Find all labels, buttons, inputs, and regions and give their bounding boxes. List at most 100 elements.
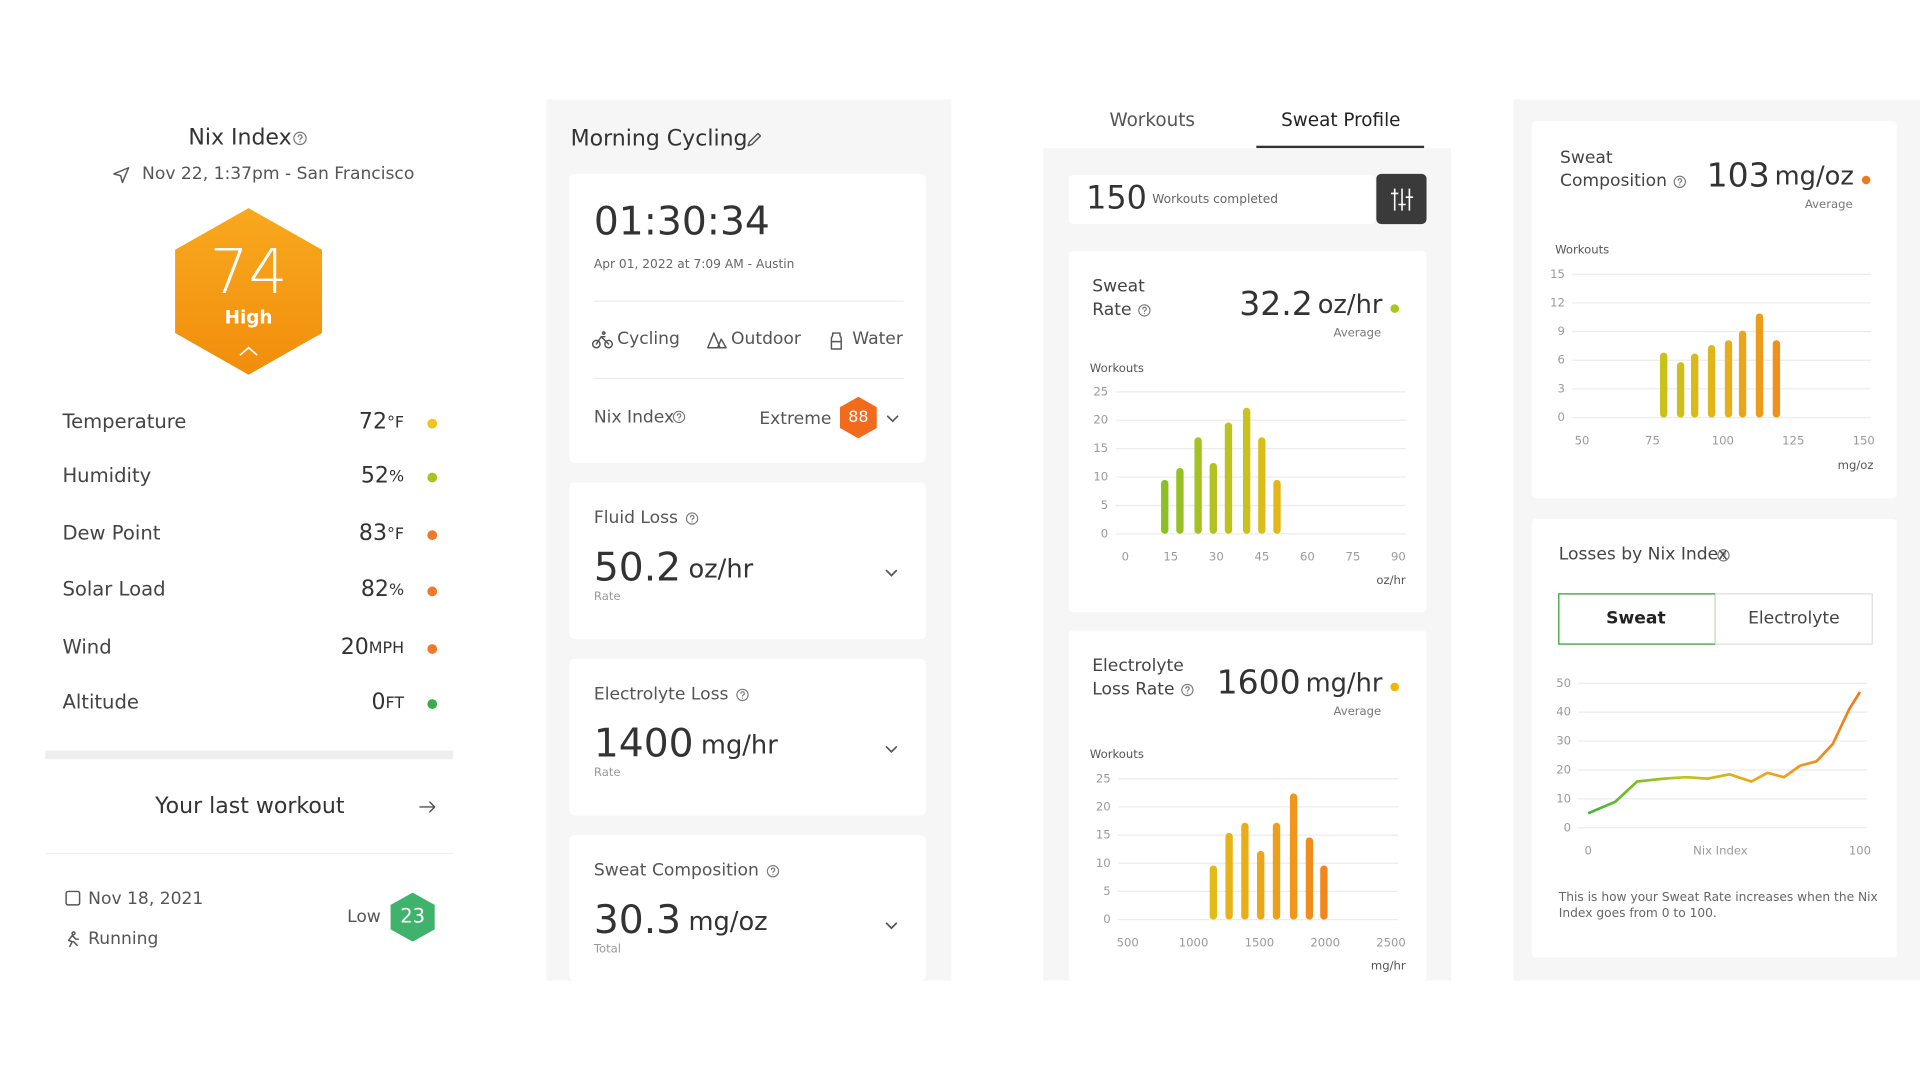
y-tick-label: 3 bbox=[1557, 381, 1564, 395]
workout-meta: Apr 01, 2022 at 7:09 AM - Austin bbox=[594, 257, 795, 271]
x-axis-label: Nix Index bbox=[1693, 844, 1748, 858]
nix-label: Nix Index bbox=[594, 408, 674, 428]
card-label: Loss Rate bbox=[1092, 679, 1174, 699]
y-tick-label: 9 bbox=[1557, 324, 1564, 338]
y-tick-label: 0 bbox=[1103, 912, 1110, 926]
bar bbox=[1209, 865, 1217, 920]
y-tick-label: 15 bbox=[1093, 441, 1108, 455]
status-dot bbox=[1390, 304, 1399, 313]
edit-icon[interactable] bbox=[747, 132, 762, 147]
y-tick-label: 0 bbox=[1564, 820, 1571, 834]
bar bbox=[1224, 422, 1233, 534]
tab-active[interactable]: Sweat Profile bbox=[1281, 110, 1400, 131]
metric-label: Electrolyte Loss bbox=[594, 684, 729, 704]
x-tick-label: 90 bbox=[1391, 550, 1406, 564]
bar bbox=[1755, 313, 1764, 418]
water-icon bbox=[830, 332, 842, 350]
help-icon[interactable] bbox=[293, 131, 307, 146]
last-workout-title[interactable]: Your last workout bbox=[154, 794, 345, 819]
tag: Outdoor bbox=[731, 329, 802, 349]
card-label: Sweat bbox=[1092, 277, 1145, 297]
condition-label: Solar Load bbox=[62, 578, 165, 601]
condition-value: 72°F bbox=[359, 409, 404, 434]
workout-count-label: Workouts completed bbox=[1152, 192, 1278, 206]
x-tick-label: 45 bbox=[1254, 550, 1269, 564]
condition-value: 52% bbox=[361, 463, 404, 488]
y-tick-label: 20 bbox=[1093, 413, 1108, 427]
line bbox=[1587, 691, 1862, 815]
panel-title: Morning Cycling bbox=[571, 127, 748, 152]
nix-index: 74 bbox=[210, 237, 288, 308]
condition-label: Wind bbox=[62, 635, 111, 658]
workout-panel: Morning Cycling 01:30:34 Apr 01, 2022 at… bbox=[546, 99, 952, 981]
bar bbox=[1257, 850, 1265, 920]
metric-label: Sweat Composition bbox=[594, 861, 759, 881]
nix-value: 88 bbox=[848, 407, 868, 426]
arrow-icon[interactable] bbox=[419, 801, 436, 813]
running-icon bbox=[67, 931, 80, 948]
bar bbox=[1691, 353, 1699, 418]
y-tick-label: 5 bbox=[1103, 884, 1110, 898]
toggle-option[interactable]: Electrolyte bbox=[1748, 608, 1840, 628]
unit: oz/hr bbox=[1318, 289, 1383, 319]
value: 82 bbox=[361, 577, 389, 602]
unit: °F bbox=[387, 523, 404, 542]
x-tick-label: 15 bbox=[1163, 550, 1178, 564]
x-tick-label: 60 bbox=[1300, 550, 1315, 564]
unit: FT bbox=[385, 692, 404, 711]
x-tick-label: 2000 bbox=[1310, 935, 1340, 949]
last-workout-level: Low bbox=[347, 907, 381, 927]
x-tick-label: 0 bbox=[1584, 844, 1591, 858]
y-axis-label: Workouts bbox=[1555, 242, 1609, 256]
y-tick-label: 30 bbox=[1556, 734, 1571, 748]
tab[interactable]: Workouts bbox=[1110, 110, 1195, 131]
y-tick-label: 0 bbox=[1101, 526, 1108, 540]
metric-value: 30.3 mg/oz bbox=[594, 898, 768, 943]
status-dot bbox=[427, 418, 438, 429]
toggle-active[interactable] bbox=[1558, 593, 1717, 645]
filter-icon[interactable] bbox=[1391, 188, 1414, 211]
value: 32.2 bbox=[1239, 283, 1313, 322]
x-axis-label: mg/hr bbox=[1371, 959, 1406, 973]
bar bbox=[1289, 793, 1298, 920]
card-sub: Average bbox=[1333, 326, 1381, 340]
toggle-option[interactable]: Sweat bbox=[1606, 608, 1666, 628]
condition-value: 20MPH bbox=[341, 635, 404, 660]
status-dot bbox=[427, 644, 438, 654]
divider bbox=[45, 750, 454, 760]
bar bbox=[1707, 344, 1716, 418]
bar bbox=[1305, 837, 1314, 920]
value: 1600 bbox=[1217, 662, 1301, 701]
y-tick-label: 15 bbox=[1550, 267, 1565, 281]
y-tick-label: 40 bbox=[1556, 705, 1571, 719]
status-dot bbox=[1390, 682, 1399, 692]
nix-level: Extreme bbox=[759, 409, 831, 429]
y-tick-label: 10 bbox=[1556, 791, 1571, 805]
status-dot bbox=[1861, 175, 1871, 185]
bar bbox=[1209, 462, 1217, 534]
metric-sub: Rate bbox=[594, 589, 621, 603]
expand-icon[interactable] bbox=[239, 346, 258, 356]
bar bbox=[1272, 822, 1281, 920]
condition-label: Temperature bbox=[61, 410, 186, 433]
y-tick-label: 10 bbox=[1093, 470, 1108, 484]
metric-value: 50.2 oz/hr bbox=[594, 545, 754, 590]
bar bbox=[1676, 362, 1685, 418]
x-tick-label: 1500 bbox=[1245, 935, 1275, 949]
x-tick-label: 1000 bbox=[1179, 935, 1209, 949]
x-tick-label: 150 bbox=[1853, 433, 1875, 447]
unit: mg/hr bbox=[1306, 668, 1383, 698]
x-tick-label: 75 bbox=[1645, 433, 1660, 447]
value: 83 bbox=[359, 521, 387, 546]
bar bbox=[1320, 865, 1328, 920]
y-tick-label: 20 bbox=[1096, 799, 1111, 813]
nix-hexagon bbox=[175, 208, 323, 375]
y-axis-label: Workouts bbox=[1090, 361, 1144, 375]
metric-label: Fluid Loss bbox=[594, 508, 678, 528]
nix-panel: Nix Index Nov 22, 1:37pm - San Francisco… bbox=[45, 125, 454, 949]
condition-value: 82% bbox=[361, 577, 404, 602]
toggle-inactive[interactable] bbox=[1714, 593, 1873, 645]
metric-sub: Total bbox=[593, 941, 621, 955]
x-tick-label: 30 bbox=[1209, 550, 1224, 564]
last-workout-date: Nov 18, 2021 bbox=[88, 889, 203, 909]
